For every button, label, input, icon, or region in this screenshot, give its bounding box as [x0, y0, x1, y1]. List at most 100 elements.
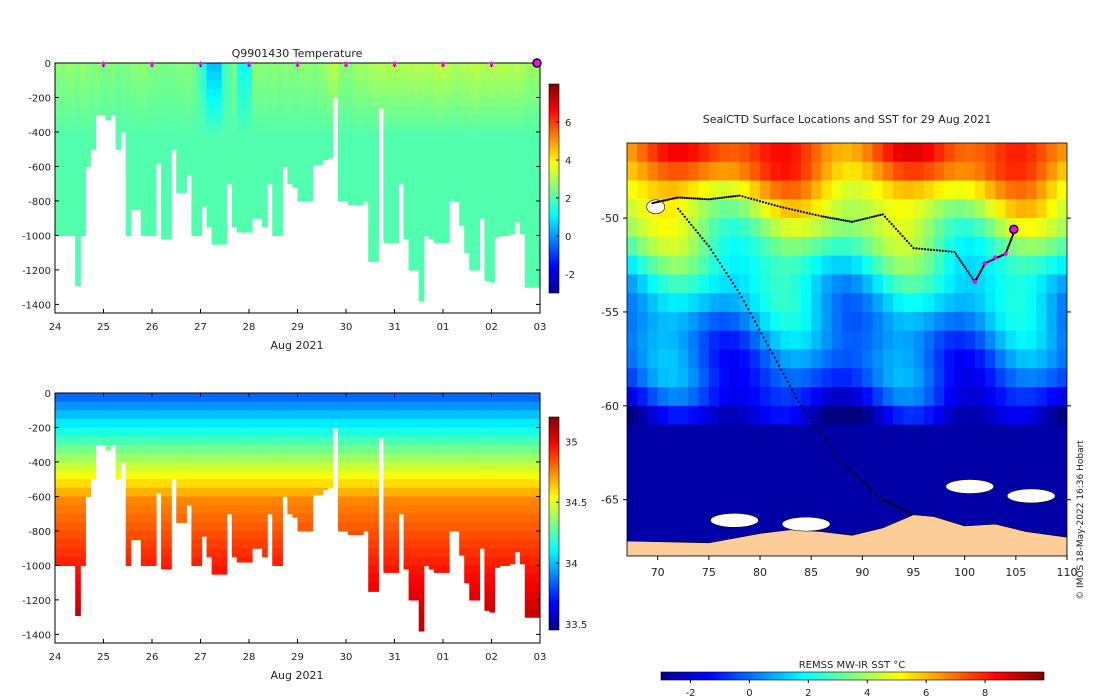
track-point	[741, 195, 744, 198]
heatmap-cell	[115, 88, 122, 99]
heatmap-cell	[176, 453, 182, 463]
sst-cell	[831, 274, 843, 294]
heatmap-cell	[398, 453, 405, 463]
sst-cell	[1036, 387, 1048, 407]
heatmap-cell	[433, 63, 440, 73]
heatmap-cell	[307, 80, 314, 90]
x-tick-label: 27	[194, 322, 207, 333]
heatmap-cell	[509, 427, 516, 437]
y-tick-label: -800	[28, 527, 51, 538]
heatmap-cell	[201, 522, 208, 532]
heatmap-cell	[484, 591, 491, 601]
track-point	[814, 213, 817, 216]
heatmap-cell	[337, 401, 344, 411]
heatmap-cell	[150, 140, 157, 150]
heatmap-cell	[449, 140, 455, 150]
sst-cell	[647, 274, 659, 294]
heatmap-cell	[90, 123, 97, 133]
heatmap-cell	[327, 88, 334, 99]
heatmap-cell	[145, 63, 152, 73]
heatmap-cell	[398, 418, 405, 429]
heatmap-cell	[474, 548, 480, 558]
sst-cell	[811, 293, 822, 313]
heatmap-cell	[428, 556, 435, 567]
sst-cell	[985, 199, 996, 219]
heatmap-cell	[418, 617, 425, 627]
heatmap-cell	[494, 505, 501, 515]
heatmap-cell	[75, 548, 81, 558]
heatmap-cell	[464, 410, 470, 420]
track-point	[655, 201, 658, 204]
heatmap-cell	[454, 401, 460, 411]
track-point	[720, 265, 724, 268]
sst-cell	[1056, 293, 1067, 313]
heatmap-cell	[125, 218, 132, 228]
heatmap-cell	[257, 200, 263, 211]
heatmap-cell	[241, 106, 248, 116]
heatmap-cell	[494, 192, 501, 202]
sst-cell	[913, 180, 925, 200]
heatmap-cell	[211, 235, 218, 245]
track-point	[750, 197, 753, 200]
heatmap-cell	[55, 209, 61, 219]
heatmap-cell	[494, 71, 501, 81]
heatmap-cell	[267, 505, 273, 515]
heatmap-cell	[125, 80, 132, 90]
heatmap-cell	[413, 444, 420, 454]
heatmap-cell	[231, 548, 238, 558]
sst-colorbar-tick-label: 4	[864, 688, 870, 699]
heatmap-cell	[312, 453, 319, 463]
heatmap-cell	[262, 80, 268, 90]
heatmap-cell	[196, 200, 203, 211]
heatmap-cell	[393, 565, 400, 573]
sst-cell	[985, 387, 996, 407]
track-point	[755, 324, 759, 327]
sst-cell	[974, 293, 986, 313]
salinity-x-label: Aug 2021	[271, 669, 324, 682]
heatmap-cell	[373, 71, 379, 81]
heatmap-cell	[196, 410, 203, 420]
heatmap-cell	[140, 209, 147, 219]
heatmap-cell	[474, 479, 480, 489]
sst-cell	[1015, 161, 1027, 182]
heatmap-cell	[236, 80, 243, 90]
track-point	[846, 219, 849, 223]
heatmap-cell	[267, 97, 273, 107]
heatmap-cell	[494, 209, 501, 219]
heatmap-cell	[236, 63, 243, 73]
sst-cell	[954, 311, 966, 332]
sst-cell	[790, 443, 802, 463]
heatmap-cell	[166, 401, 172, 411]
heatmap-cell	[115, 418, 122, 429]
heatmap-cell	[499, 63, 506, 73]
heatmap-cell	[368, 157, 374, 168]
heatmap-cell	[413, 80, 420, 90]
heatmap-cell	[312, 71, 319, 81]
heatmap-cell	[150, 539, 157, 549]
heatmap-cell	[216, 192, 223, 202]
heatmap-cell	[176, 410, 182, 420]
sst-cell	[760, 499, 771, 519]
sst-cell	[1046, 180, 1058, 200]
heatmap-cell	[166, 157, 172, 168]
heatmap-cell	[529, 513, 536, 523]
heatmap-cell	[342, 183, 349, 193]
heatmap-cell	[140, 418, 147, 429]
heatmap-cell	[408, 513, 415, 523]
heatmap-cell	[494, 461, 501, 472]
heatmap-cell	[459, 218, 465, 226]
heatmap-cell	[150, 166, 157, 176]
sst-cell	[1056, 424, 1067, 444]
map-latitude-axis: -50-55-60-65	[601, 212, 1071, 507]
heatmap-cell	[166, 505, 172, 515]
heatmap-cell	[70, 530, 76, 541]
heatmap-cell	[201, 496, 208, 506]
sst-cell	[698, 424, 710, 444]
heatmap-cell	[413, 496, 420, 506]
lat-tick-label: -50	[601, 212, 619, 225]
heatmap-cell	[191, 209, 198, 219]
heatmap-cell	[408, 401, 415, 411]
heatmap-cell	[211, 565, 218, 575]
sst-cell	[995, 218, 1007, 238]
heatmap-cell	[368, 436, 374, 446]
